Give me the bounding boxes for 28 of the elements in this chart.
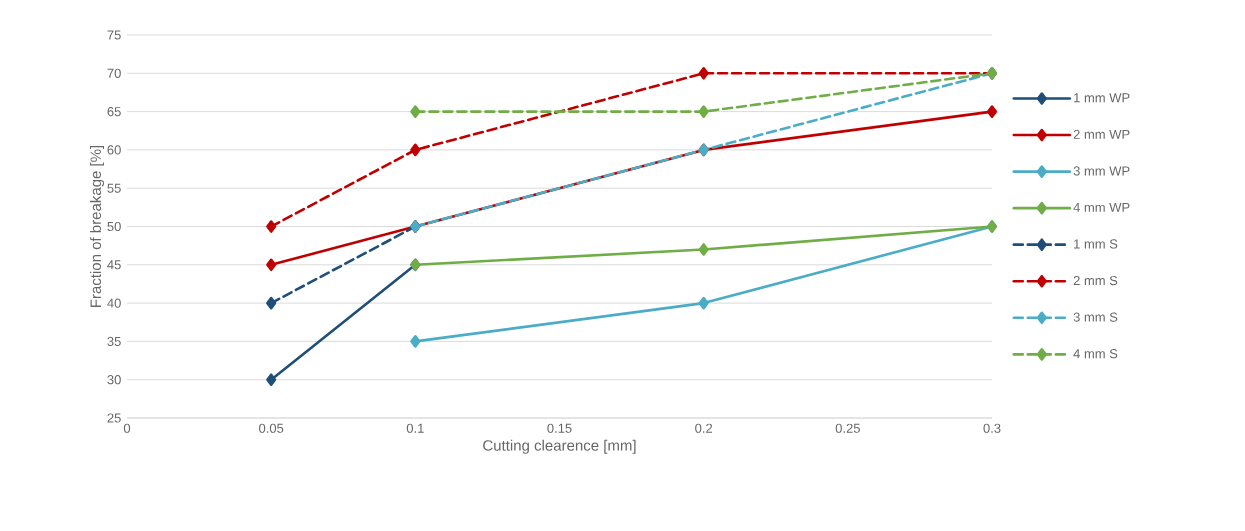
legend-label: 1 mm S <box>1074 239 1118 249</box>
y-tick-label: 65 <box>107 107 121 117</box>
legend-label: 3 mm S <box>1073 312 1118 322</box>
y-tick-label: 30 <box>107 375 121 385</box>
legend-label: 4 mm WP <box>1073 202 1130 212</box>
x-tick-label: 0.3 <box>983 423 1001 433</box>
y-tick-label: 70 <box>107 68 121 78</box>
legend-label: 2 mm S <box>1073 275 1118 286</box>
y-tick-label: 60 <box>107 145 121 155</box>
legend-label: 2 mm WP <box>1073 129 1130 139</box>
y-tick-label: 25 <box>107 413 121 423</box>
legend-label: 1 mm WP <box>1074 93 1130 103</box>
legend-label: 3 mm WP <box>1073 166 1130 176</box>
y-tick-label: 75 <box>107 30 121 40</box>
x-tick-label: 0.1 <box>406 423 424 433</box>
y-tick-label: 35 <box>107 336 121 346</box>
y-tick-label: 45 <box>107 260 121 270</box>
x-axis-title: Cutting clearence [mm] <box>483 439 636 454</box>
x-tick-label: 0.2 <box>695 423 713 433</box>
y-tick-label: 55 <box>107 183 121 193</box>
x-tick-label: 0.05 <box>259 423 284 433</box>
y-tick-label: 40 <box>107 298 121 308</box>
x-tick-label: 0 <box>123 423 131 433</box>
x-tick-label: 0.15 <box>547 423 572 433</box>
x-tick-label: 0.25 <box>835 423 860 433</box>
y-tick-label: 50 <box>107 221 121 232</box>
y-axis-title: Fraction of breakage [%] <box>90 145 104 307</box>
legend-label: 4 mm S <box>1073 349 1118 359</box>
